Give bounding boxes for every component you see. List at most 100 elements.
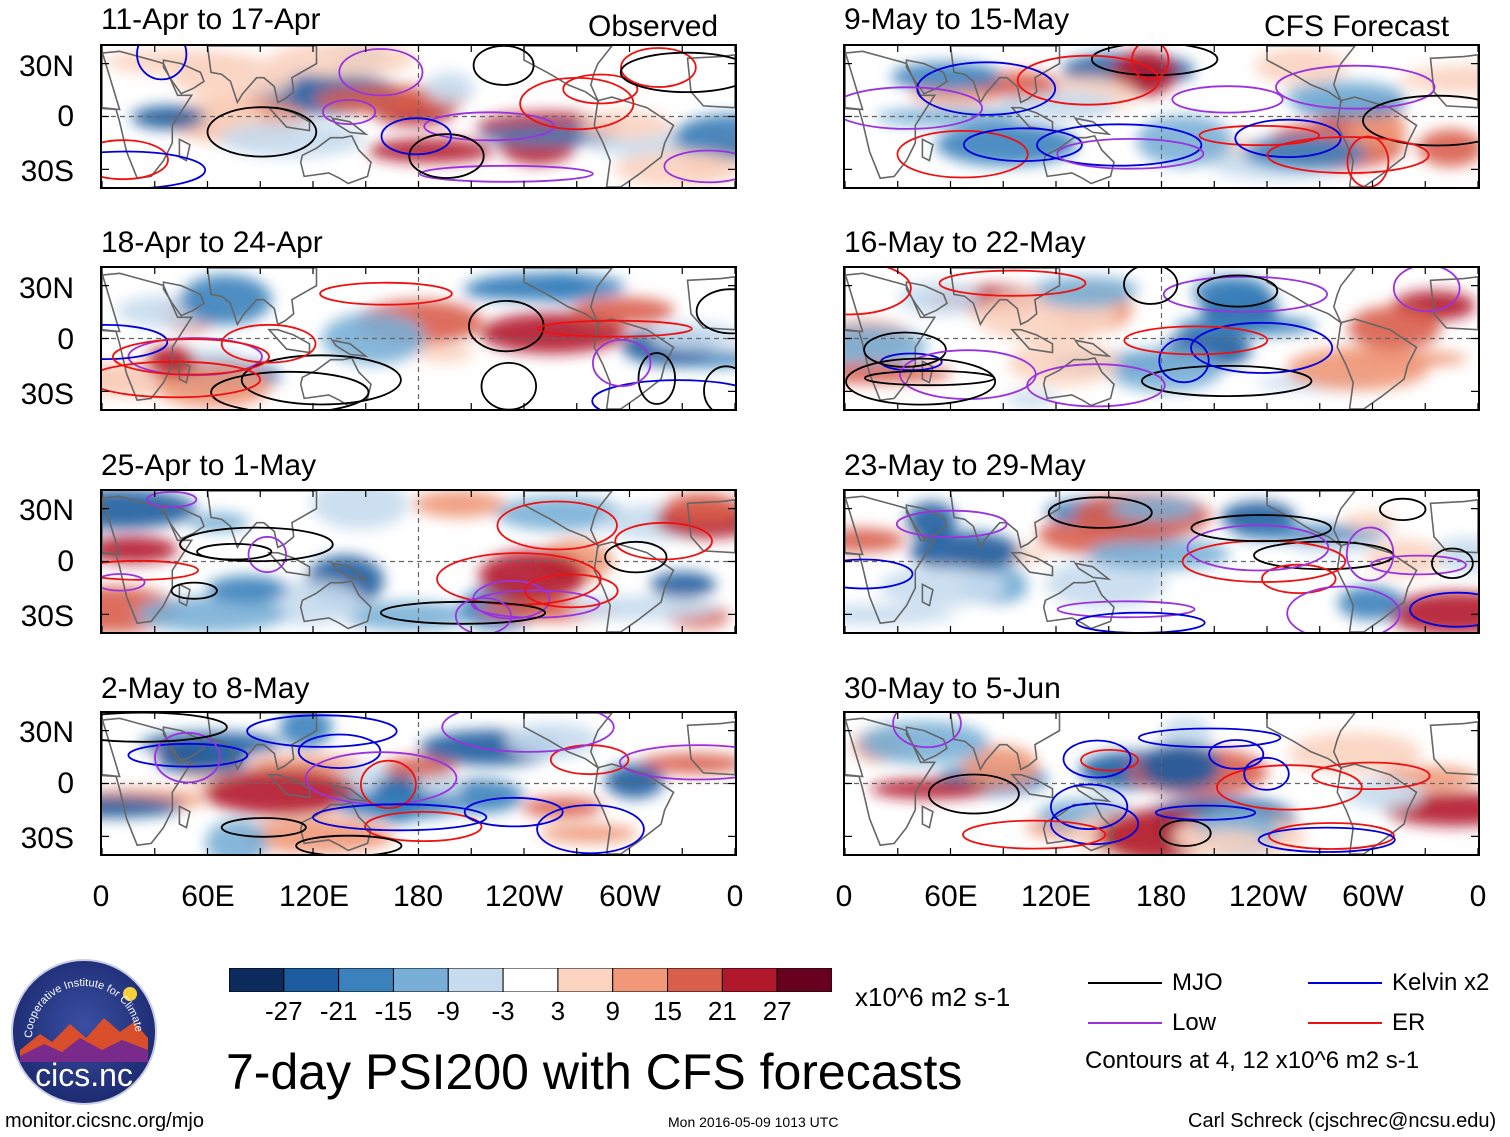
contour-er (220, 323, 317, 364)
contour-low (1056, 600, 1196, 619)
contour-kelvin (591, 379, 735, 409)
lat-label-eq-row3: 0 (57, 545, 74, 578)
anomaly-shading (1007, 340, 1120, 386)
lon-label-right-120e: 120E (1020, 880, 1092, 913)
coastline (949, 46, 1061, 105)
contour-kelvin (1208, 739, 1265, 770)
map-svg (102, 268, 735, 409)
panel-title-left-2: 18-Apr to 24-Apr (101, 226, 323, 259)
contour-er (102, 360, 261, 399)
contour-er (524, 573, 619, 609)
contour-kelvin (1158, 337, 1210, 384)
contour-low (1345, 526, 1395, 582)
contour-kelvin (1409, 591, 1478, 628)
legend-label-er: ER (1392, 1009, 1426, 1036)
map-panel-right-1 (843, 44, 1480, 189)
colorbar-swatch (776, 967, 833, 993)
lon-label-left-60e: 60E (181, 880, 235, 913)
anomaly-shading (898, 281, 980, 316)
map-svg (845, 268, 1478, 409)
contour-er (112, 338, 270, 376)
coastline (1266, 491, 1356, 548)
colorbar-tick-label: 15 (653, 996, 682, 1026)
coastline (102, 718, 121, 778)
coastline (102, 273, 121, 333)
footer-url[interactable]: monitor.cicsnc.org/mjo (5, 1110, 204, 1132)
contour-kelvin (1257, 826, 1396, 853)
contour-er (519, 76, 635, 131)
contour-low (1286, 585, 1401, 632)
coastline (1073, 784, 1112, 803)
legend-note: Contours at 4, 12 x10^6 m2 s-1 (1085, 1047, 1420, 1074)
contour-mjo (1090, 46, 1219, 77)
contour-er (1346, 135, 1390, 187)
contour-er (620, 47, 697, 88)
contour-low (592, 339, 652, 388)
anomaly-shading (1399, 65, 1478, 94)
contour-low (423, 111, 556, 142)
coastline (267, 773, 311, 799)
colorbar-swatch (338, 967, 394, 993)
anomaly-shading (540, 824, 638, 843)
anomaly-shading (1348, 305, 1441, 351)
contour-kelvin (1137, 727, 1282, 748)
contour-low (1370, 554, 1467, 576)
coastline (845, 496, 864, 556)
coastline (206, 491, 318, 550)
contour-mjo (637, 352, 676, 405)
cfs-forecast-header: CFS Forecast (1264, 10, 1450, 43)
coastline (1336, 541, 1418, 632)
coastline (1042, 356, 1115, 407)
lon-label-right-180: 180 (1135, 880, 1187, 913)
coastline (593, 763, 675, 854)
contour-kelvin (127, 742, 249, 768)
coastline (1266, 268, 1356, 325)
contour-kelvin (1243, 756, 1290, 791)
contour-mjo (1190, 514, 1332, 543)
contour-kelvin (536, 804, 645, 854)
contour-low (1186, 524, 1330, 572)
contour-mjo (196, 543, 273, 561)
contour-kelvin (1234, 118, 1342, 158)
anomaly-shading (605, 763, 665, 799)
coastline (523, 268, 613, 325)
coastline (1429, 275, 1478, 331)
anomaly-shading (673, 114, 735, 160)
contour-kelvin (312, 803, 488, 832)
coastline (267, 328, 311, 354)
anomaly-shading (1087, 538, 1230, 571)
contour-low (1026, 363, 1166, 408)
coastline (102, 51, 121, 111)
lat-label-30n-row3: 30N (18, 494, 74, 527)
legend-label-kelvin: Kelvin x2 (1392, 969, 1490, 996)
contour-kelvin (1075, 611, 1206, 632)
coastline (330, 784, 369, 803)
contour-mjo (845, 357, 997, 406)
coastline (905, 726, 948, 762)
contour-mjo (1196, 274, 1279, 308)
contour-low (1275, 64, 1436, 110)
contour-mjo (210, 370, 370, 409)
anomaly-shading (1045, 558, 1167, 609)
lat-label-30s-row4: 30S (20, 822, 74, 855)
map-svg (102, 491, 735, 632)
contour-er (537, 319, 693, 338)
anomaly-shading (203, 768, 358, 816)
anomaly-shading (997, 90, 1117, 121)
anomaly-shading (1136, 115, 1233, 167)
coastline (1336, 96, 1418, 187)
contour-er (1261, 563, 1337, 595)
anomaly-shading (521, 797, 603, 818)
contour-low (338, 48, 424, 97)
anomaly-shading (1109, 496, 1199, 521)
map-svg (845, 491, 1478, 632)
contour-low (845, 86, 983, 130)
anomaly-shading (1005, 390, 1058, 408)
contour-mjo (179, 526, 334, 563)
anomaly-shading (613, 151, 735, 187)
coastline (949, 713, 1061, 772)
contour-low (454, 597, 512, 632)
footer-timestamp: Mon 2016-05-09 1013 UTC (668, 1114, 839, 1130)
contour-kelvin (136, 46, 188, 81)
colorbar-swatch (392, 967, 449, 993)
